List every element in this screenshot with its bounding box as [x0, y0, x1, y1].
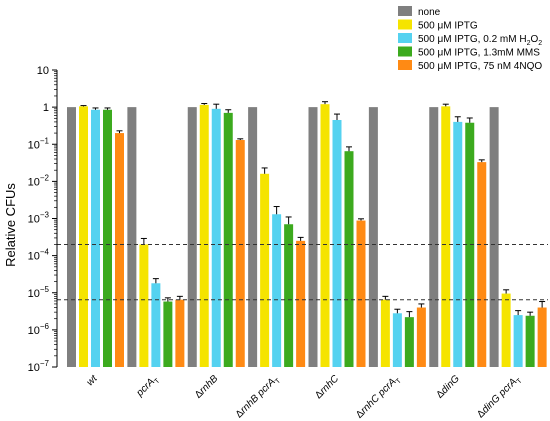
bar	[429, 107, 439, 367]
legend-label: 500 μM IPTG, 0.2 mM H2O2	[418, 34, 542, 47]
bar	[332, 119, 342, 368]
y-tick-label: 10−2	[28, 173, 50, 188]
x-tick-label: ΔdinG	[434, 373, 462, 401]
x-tick-label: wt	[85, 372, 101, 388]
bar	[392, 313, 402, 367]
y-tick-label: 10−5	[28, 285, 50, 300]
y-tick-label: 10−3	[28, 211, 50, 226]
bar	[223, 112, 233, 367]
x-tick-label: ΔrnhB pcrAT	[234, 373, 283, 421]
bar	[308, 107, 318, 367]
bar	[344, 151, 354, 367]
bar	[416, 307, 426, 367]
bar	[441, 106, 451, 367]
y-axis: 10 1 10−1 10−2 10−3 10−4 10−5 10−6 10−7	[28, 65, 58, 374]
bar	[356, 220, 366, 367]
legend-label: none	[418, 7, 441, 18]
bar	[284, 224, 294, 367]
y-tick-label: 10	[37, 65, 49, 77]
y-axis-label: Relative CFUs	[3, 183, 18, 267]
legend-swatch	[398, 6, 412, 16]
bar	[139, 244, 149, 367]
bar	[465, 122, 475, 368]
bar	[477, 162, 487, 367]
x-tick-label: ΔrnhC pcrAT	[354, 373, 403, 421]
bar	[91, 109, 100, 367]
bar	[151, 283, 161, 367]
y-tick-label: 10−7	[28, 359, 50, 374]
legend-swatch	[398, 46, 412, 57]
bar	[368, 107, 378, 367]
bar	[501, 293, 511, 367]
y-tick-label: 1	[43, 102, 49, 114]
bar	[175, 299, 185, 367]
y-tick-label: 10−1	[28, 136, 50, 151]
bar	[235, 140, 245, 367]
bar	[513, 315, 523, 367]
bar	[115, 133, 124, 367]
bar	[187, 107, 197, 367]
x-tick-label: pcrAT	[134, 373, 162, 401]
legend-label: 500 μM IPTG, 1.3mM MMS	[418, 48, 540, 59]
bar	[199, 104, 209, 368]
bar	[380, 299, 390, 367]
bar	[127, 107, 137, 367]
bar	[489, 107, 499, 367]
x-tick-label: ΔrnhB	[193, 373, 221, 401]
bar	[272, 214, 282, 367]
bar	[163, 301, 173, 367]
bar	[404, 317, 414, 367]
bar	[296, 240, 306, 367]
legend-swatch	[398, 33, 412, 43]
bar	[103, 109, 112, 367]
y-tick-label: 10−6	[28, 322, 50, 337]
bar	[248, 107, 258, 367]
bar	[537, 307, 547, 367]
bar	[260, 173, 270, 367]
bar	[67, 107, 76, 367]
legend-label: 500 μM IPTG, 75 nM 4NQO	[418, 61, 542, 72]
bar	[79, 106, 88, 367]
legend-swatch	[398, 19, 412, 30]
x-tick-label: ΔdinG pcrAT	[475, 373, 524, 421]
x-axis: wt pcrAT ΔrnhB ΔrnhB pcrAT ΔrnhC ΔrnhC pcrAT Δ…	[85, 372, 524, 421]
y-tick-label: 10−4	[28, 248, 50, 263]
legend-swatch	[398, 60, 412, 70]
bars-layer	[67, 101, 547, 368]
bar	[211, 108, 221, 368]
bar	[525, 315, 535, 367]
reference-lines	[57, 243, 548, 301]
legend-label: 500 μM IPTG	[418, 21, 478, 32]
x-tick-label: ΔrnhC	[313, 373, 341, 401]
bar	[320, 104, 330, 367]
